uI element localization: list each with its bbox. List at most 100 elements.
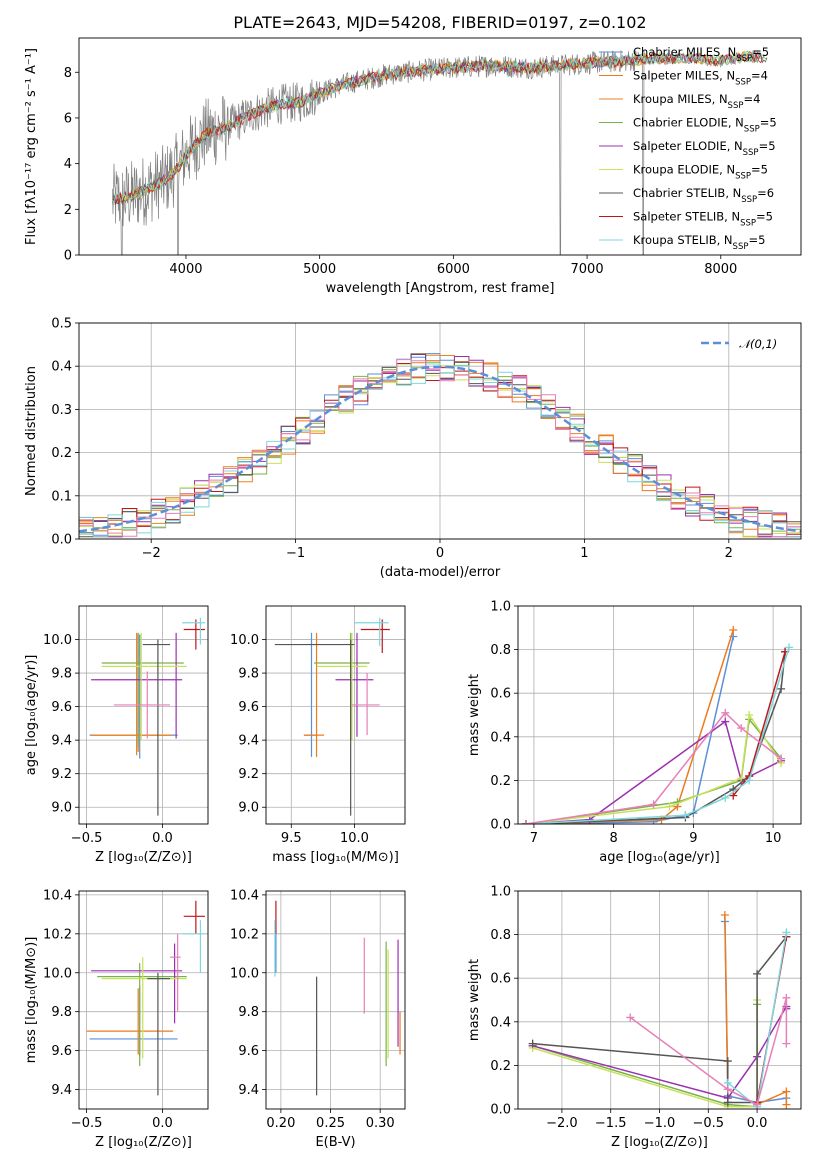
weight-line-salpeter-miles: [525, 629, 734, 824]
weight-point: [782, 1039, 791, 1048]
tick-label-y: 10.2: [43, 927, 72, 942]
plot-area-residual_histogram: [79, 353, 801, 539]
weight-point: [521, 820, 530, 824]
tick-label-y: 9.6: [51, 700, 72, 715]
legend-entry: Chabrier ELODIE, NSSP=5: [633, 116, 777, 135]
tick-label-y: 9.4: [238, 1083, 259, 1098]
tick-label-y: 4: [64, 157, 72, 172]
tick-label-y: 10.0: [43, 966, 72, 981]
tick-label-y: 9.6: [238, 1044, 259, 1059]
tick-label-y: 0.0: [51, 533, 72, 548]
tick-label-y: 9.4: [238, 734, 259, 749]
weight-point: [753, 969, 762, 978]
tick-label-y: 10.2: [230, 927, 259, 942]
tick-label-y: 0.1: [51, 489, 72, 504]
tick-label-x: 9: [689, 831, 697, 846]
axis-label-x: E(B-V): [315, 1135, 355, 1150]
tick-label-x: −0.5: [71, 831, 103, 846]
axes-frame: [517, 890, 802, 1110]
tick-label-x: 8000: [704, 262, 737, 277]
tick-label-x: 0.0: [747, 1116, 768, 1131]
tick-label-x: −2.0: [546, 1116, 578, 1131]
plot-area-mass_weight_vs_Z: [528, 910, 791, 1109]
tick-label-y: 0.4: [490, 730, 511, 745]
axis-label-y: Flux [fλ10⁻¹⁷ erg cm⁻² s⁻¹ A⁻¹]: [24, 48, 39, 245]
weight-point: [528, 1039, 537, 1048]
grid-layer: [79, 322, 801, 1110]
tick-label-y: 9.2: [51, 767, 72, 782]
weight-point: [626, 1013, 635, 1022]
axis-label-x: Z [log₁₀(Z/Z⊙)]: [95, 850, 192, 865]
tick-label-x: −1.0: [644, 1116, 676, 1131]
legend-entry: Kroupa MILES, NSSP=4: [633, 92, 760, 111]
tick-label-x: 8: [610, 831, 618, 846]
tick-label-x: 5000: [303, 262, 336, 277]
weight-point: [737, 774, 746, 783]
tick-label-x: −0.5: [71, 1116, 103, 1131]
legend-entry: Salpeter MILES, NSSP=4: [633, 69, 768, 88]
tick-label-y: 0: [64, 249, 72, 264]
legend-entry: 𝒩(0,1): [739, 337, 777, 351]
legend-entry: Chabrier STELIB, NSSP=6: [633, 186, 774, 205]
weight-point: [729, 625, 738, 634]
model-line-salpeter-elodie: [112, 51, 763, 204]
tick-label-x: −1: [286, 546, 305, 561]
tick-label-y: 0.4: [51, 360, 72, 375]
tick-label-y: 0.8: [490, 928, 511, 943]
weight-line-salpeter-miles: [724, 914, 788, 1106]
plot-area-mass_weight_vs_age: [521, 625, 794, 824]
weight-point: [753, 1100, 762, 1109]
tick-label-y: 10.0: [230, 633, 259, 648]
tick-label-y: 9.6: [238, 700, 259, 715]
plot-area-mass_vs_Z: [86, 900, 205, 1096]
tick-label-y: 0.5: [51, 317, 72, 332]
weight-point: [777, 684, 786, 693]
data-layer: [79, 49, 801, 1109]
tick-label-y: 8: [64, 66, 72, 81]
axis-label-x: Z [log₁₀(Z/Z⊙)]: [95, 1135, 192, 1150]
axes-frame: [78, 605, 209, 825]
tick-label-y: 10.4: [230, 888, 259, 903]
weight-point: [729, 791, 738, 800]
weight-point: [737, 724, 746, 733]
tick-label-y: 0.2: [51, 446, 72, 461]
axis-label-x: mass [log₁₀(M/M⊙)]: [272, 850, 399, 865]
tick-label-x: 10: [765, 831, 782, 846]
weight-point: [721, 793, 730, 802]
tick-label-y: 0.6: [490, 687, 511, 702]
weight-point: [777, 754, 786, 763]
weight-point: [782, 1087, 791, 1096]
axis-label-y: Normed distribution: [24, 366, 39, 496]
model-line-kroupa-stelib: [112, 50, 757, 206]
axis-label-x: Z [log₁₀(Z/Z⊙)]: [611, 1135, 708, 1150]
tick-label-y: 1.0: [490, 885, 511, 900]
tick-label-y: 9.4: [51, 1083, 72, 1098]
tick-label-y: 9.8: [238, 1005, 259, 1020]
tick-label-y: 0.8: [490, 643, 511, 658]
tick-label-y: 10.0: [230, 966, 259, 981]
plot-area-mass_vs_EBV: [274, 900, 401, 1096]
weight-point: [721, 717, 730, 726]
legend-entry: Salpeter ELODIE, NSSP=5: [633, 139, 776, 158]
tick-label-y: 9.4: [51, 734, 72, 749]
weight-point: [649, 800, 658, 809]
weight-line-chabrier-elodie: [532, 1004, 758, 1108]
axes-frame: [78, 890, 209, 1110]
normal-curve: [79, 365, 801, 533]
tick-label-y: 0.4: [490, 1015, 511, 1030]
axes-frame: [265, 890, 406, 1110]
tick-label-y: 10.0: [43, 633, 72, 648]
legend-entry: Kroupa ELODIE, NSSP=5: [633, 163, 768, 182]
weight-point: [721, 708, 730, 717]
tick-label-y: 9.8: [238, 667, 259, 682]
axis-label-y: age [log₁₀(age/yr)]: [24, 655, 39, 776]
tick-label-x: 0: [436, 546, 444, 561]
frame-layer: [75, 37, 802, 1113]
weight-point: [782, 928, 791, 937]
weight-point: [782, 993, 791, 1002]
tick-label-x: 0.25: [316, 1116, 345, 1131]
tick-label-y: 9.6: [51, 1044, 72, 1059]
weight-point: [723, 1057, 732, 1066]
tick-label-y: 0.0: [490, 1103, 511, 1118]
plot-area-age_vs_Z: [89, 617, 205, 816]
